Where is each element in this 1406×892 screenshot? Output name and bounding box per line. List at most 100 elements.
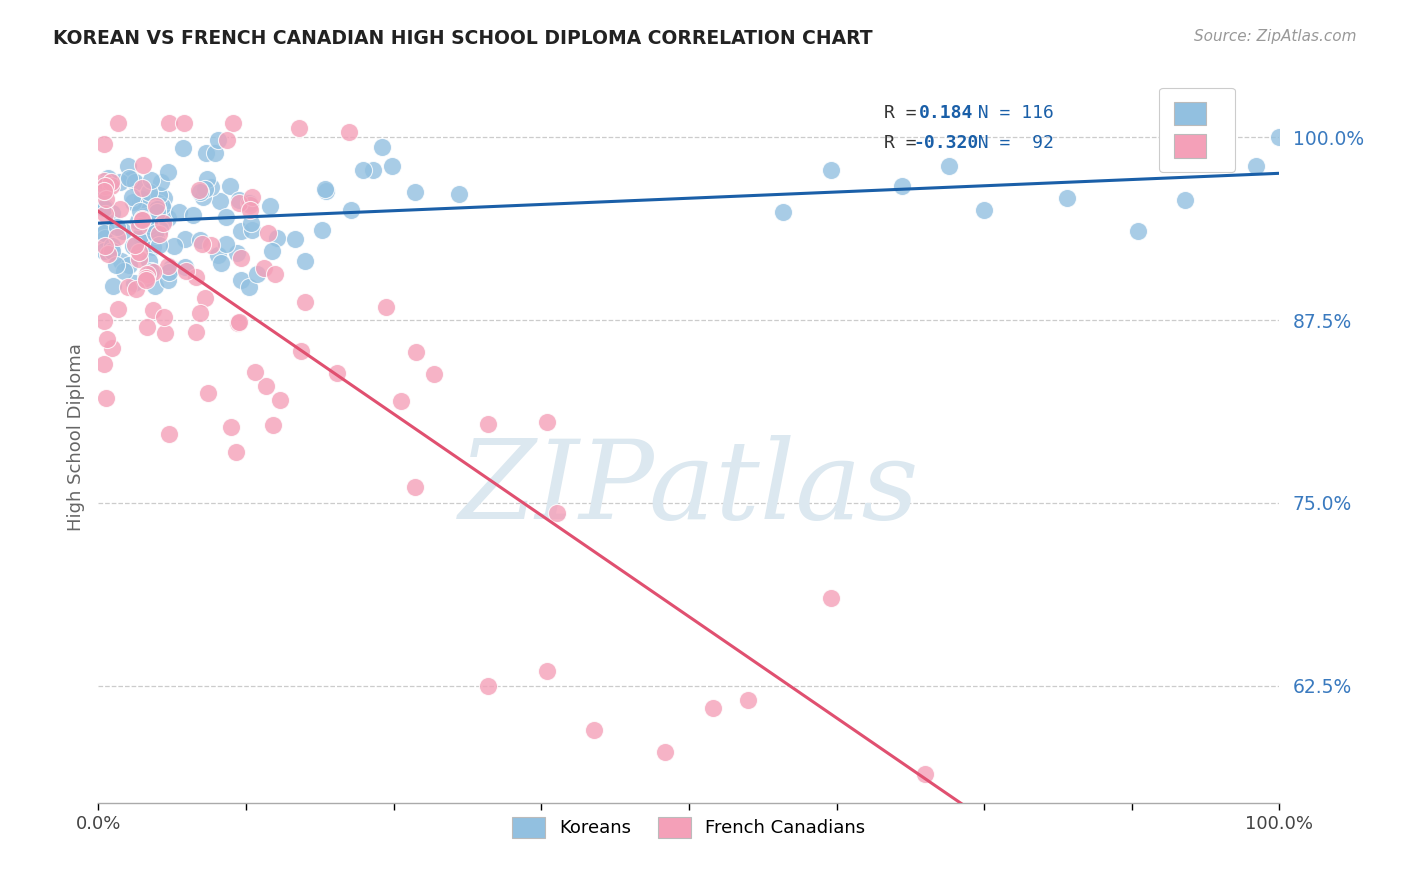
Point [583, 723, 606, 737]
Point [149, 222, 172, 236]
Point [262, 244, 284, 259]
Point [290, 344, 312, 359]
Point [153, 191, 176, 205]
Point [315, 184, 337, 198]
Point [269, 393, 291, 408]
Point [157, 273, 180, 287]
Point [174, 231, 197, 245]
Point [184, 325, 207, 339]
Point [294, 295, 316, 310]
Point [131, 232, 153, 246]
Point [131, 213, 153, 227]
Point [128, 219, 150, 233]
Point [231, 224, 253, 238]
Point [152, 216, 174, 230]
Point [536, 415, 558, 429]
Point [94, 223, 117, 237]
Text: R =: R = [884, 134, 928, 152]
Point [211, 255, 233, 269]
Point [97, 247, 120, 261]
Point [194, 181, 217, 195]
Point [148, 238, 170, 252]
Point [191, 237, 214, 252]
Point [94, 192, 117, 206]
Point [143, 202, 166, 217]
Point [240, 190, 263, 204]
Point [737, 693, 759, 707]
Point [121, 189, 143, 203]
Point [139, 219, 162, 234]
Point [153, 310, 176, 324]
Point [128, 196, 150, 211]
Point [188, 185, 211, 199]
Point [127, 214, 149, 228]
Point [938, 159, 960, 173]
Point [1056, 191, 1078, 205]
Point [259, 198, 281, 212]
Point [222, 115, 245, 129]
Point [188, 183, 211, 197]
Point [142, 240, 165, 254]
Point [174, 260, 197, 274]
Point [131, 180, 153, 194]
Point [215, 211, 238, 225]
Point [337, 125, 360, 139]
Point [157, 427, 180, 442]
Point [107, 302, 129, 317]
Point [1126, 224, 1149, 238]
Point [239, 197, 262, 211]
Text: N =  92: N = 92 [956, 134, 1053, 152]
Point [96, 332, 118, 346]
Point [188, 234, 211, 248]
Point [654, 745, 676, 759]
Point [131, 228, 153, 243]
Point [194, 146, 217, 161]
Point [240, 223, 263, 237]
Point [105, 219, 128, 234]
Point [108, 202, 131, 216]
Point [208, 194, 231, 208]
Point [100, 175, 122, 189]
Point [132, 219, 155, 234]
Point [100, 239, 122, 253]
Point [191, 190, 214, 204]
Point [246, 267, 269, 281]
Point [96, 392, 118, 406]
Point [143, 227, 166, 241]
Text: R =: R = [884, 104, 928, 122]
Point [135, 271, 157, 285]
Point [93, 179, 115, 194]
Point [157, 265, 180, 279]
Point [108, 175, 131, 189]
Point [94, 200, 117, 214]
Point [477, 417, 499, 431]
Point [229, 273, 252, 287]
Point [890, 178, 912, 193]
Point [120, 171, 142, 186]
Point [104, 258, 127, 272]
Point [820, 162, 842, 177]
Point [243, 365, 266, 379]
Point [118, 170, 141, 185]
Point [340, 203, 363, 218]
Point [153, 326, 176, 341]
Point [239, 216, 262, 230]
Point [1244, 159, 1267, 173]
Point [314, 182, 336, 196]
Point [294, 254, 316, 268]
Point [145, 199, 167, 213]
Point [254, 379, 277, 393]
Point [477, 679, 499, 693]
Point [128, 244, 150, 259]
Point [404, 185, 426, 199]
Point [287, 121, 309, 136]
Point [93, 184, 115, 198]
Point [381, 160, 404, 174]
Point [404, 480, 426, 494]
Point [215, 236, 238, 251]
Point [138, 216, 160, 230]
Point [129, 204, 152, 219]
Point [225, 245, 247, 260]
Text: Source: ZipAtlas.com: Source: ZipAtlas.com [1194, 29, 1357, 45]
Point [138, 186, 160, 200]
